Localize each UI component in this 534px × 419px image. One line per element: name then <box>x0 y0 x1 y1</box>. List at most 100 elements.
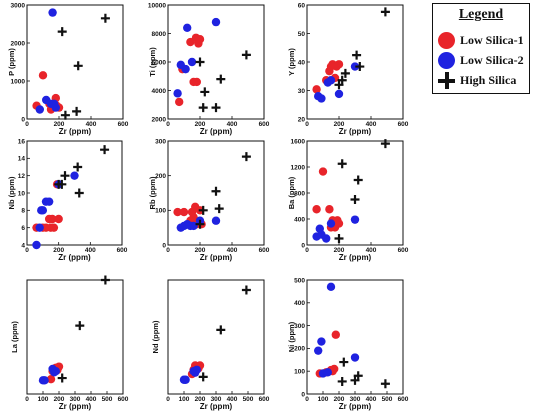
y-tick-label: 0 <box>21 116 25 123</box>
x-tick-label: 400 <box>227 121 238 128</box>
data-point <box>314 346 323 355</box>
y-tick-label: 1200 <box>291 164 306 171</box>
series-low-silica-2 <box>312 215 360 243</box>
series-high-silica <box>198 285 251 382</box>
data-point <box>60 171 70 181</box>
data-point <box>198 103 208 113</box>
x-axis-label: Zr (ppm) <box>339 402 372 411</box>
data-point <box>334 89 344 99</box>
data-point <box>192 77 201 87</box>
data-point <box>183 23 192 32</box>
data-point <box>380 379 390 389</box>
x-tick-label: 400 <box>366 247 377 254</box>
x-tick-label: 600 <box>259 121 270 128</box>
scatter-panel-3: 0 200 400 600 20 30 40 50 60 Zr (ppm) Y (ppm) <box>287 2 409 136</box>
y-tick-label: 200 <box>294 346 305 353</box>
data-point <box>211 216 221 225</box>
data-point <box>334 80 344 90</box>
data-point <box>331 330 340 339</box>
data-point <box>241 50 251 60</box>
legend-entry-low-silica-2: Low Silica-2 <box>438 52 524 69</box>
y-tick-label: 400 <box>294 300 305 307</box>
data-point <box>48 214 57 224</box>
x-tick-label: 400 <box>227 396 238 403</box>
series-low-silica-2 <box>314 282 360 378</box>
series-low-silica-2 <box>176 216 221 232</box>
data-point <box>339 357 349 367</box>
legend-entry-low-silica-1: Low Silica-1 <box>438 32 524 49</box>
x-axis-label: Zr (ppm) <box>200 253 233 262</box>
data-point <box>173 89 182 98</box>
series-high-silica <box>195 50 251 113</box>
x-tick-label: 300 <box>211 396 222 403</box>
series-high-silica <box>337 357 390 389</box>
y-tick-label: 300 <box>294 323 305 330</box>
y-axis-label: Rb (ppm) <box>148 176 157 209</box>
data-point <box>73 162 83 172</box>
x-tick-label: 400 <box>366 121 377 128</box>
data-point <box>312 205 321 214</box>
x-tick-label: 0 <box>166 396 170 403</box>
data-point <box>334 234 344 243</box>
y-tick-label: 10 <box>18 190 26 197</box>
y-axis-label: Nb (ppm) <box>7 176 16 209</box>
x-tick-label: 600 <box>398 396 409 403</box>
series-low-silica-2 <box>32 171 79 250</box>
x-axis-label: Zr (ppm) <box>59 127 92 136</box>
red-circle-marker-icon <box>438 32 455 49</box>
x-tick-label: 0 <box>305 247 309 254</box>
x-tick-label: 200 <box>334 396 345 403</box>
series-low-silica-2 <box>38 364 60 385</box>
data-point <box>175 97 184 107</box>
x-axis-label: Zr (ppm) <box>339 253 372 262</box>
data-point <box>326 282 336 292</box>
y-tick-label: 1000 <box>11 78 26 85</box>
scatter-panel-4: 0 200 400 600 4 6 8 10 12 14 16 Zr (ppm) Nb (ppm) <box>7 138 128 262</box>
data-point <box>334 219 344 228</box>
data-point <box>32 240 41 250</box>
series-low-silica-2 <box>179 365 201 384</box>
data-point <box>337 376 347 386</box>
x-tick-label: 300 <box>350 396 361 403</box>
data-point <box>74 188 84 198</box>
data-point <box>211 103 221 113</box>
x-tick-label: 600 <box>398 121 409 128</box>
data-point <box>350 375 360 385</box>
x-tick-label: 0 <box>25 121 29 128</box>
data-point <box>60 110 70 120</box>
scatter-panel-1: 0 200 400 600 0 1000 2000 3000 Zr (ppm) P (ppm) <box>7 2 129 136</box>
y-tick-label: 500 <box>294 277 305 284</box>
y-tick-label: 2000 <box>152 116 167 123</box>
series-high-silica <box>195 152 251 229</box>
y-tick-label: 200 <box>155 173 166 180</box>
y-tick-label: 8 <box>21 208 25 215</box>
series-high-silica <box>334 139 390 243</box>
y-tick-label: 20 <box>298 116 306 123</box>
series-high-silica <box>57 13 110 120</box>
data-point <box>350 195 360 204</box>
data-point <box>353 371 363 381</box>
y-axis-label: Ti (ppm) <box>148 47 157 77</box>
legend-label: Low Silica-2 <box>460 53 524 67</box>
data-point <box>195 219 205 229</box>
data-point <box>173 207 182 217</box>
series-low-silica-1 <box>312 60 344 94</box>
y-tick-label: 14 <box>18 156 26 163</box>
y-tick-label: 6000 <box>152 59 167 66</box>
plot-frame <box>26 4 124 120</box>
series-low-silica-2 <box>314 62 360 103</box>
data-point <box>211 186 221 196</box>
x-tick-label: 0 <box>166 247 170 254</box>
y-tick-label: 10000 <box>148 2 166 9</box>
x-tick-label: 400 <box>86 396 97 403</box>
y-axis-label: Ba (ppm) <box>287 176 296 209</box>
y-tick-label: 12 <box>18 173 26 180</box>
y-tick-label: 400 <box>294 216 305 223</box>
cross-marker-icon <box>438 72 455 89</box>
x-tick-label: 200 <box>334 247 345 254</box>
y-axis-label: Y (ppm) <box>287 48 296 76</box>
legend-label: High Silica <box>460 73 517 87</box>
y-tick-label: 100 <box>155 208 166 215</box>
data-point <box>75 321 85 331</box>
x-tick-label: 500 <box>243 396 254 403</box>
